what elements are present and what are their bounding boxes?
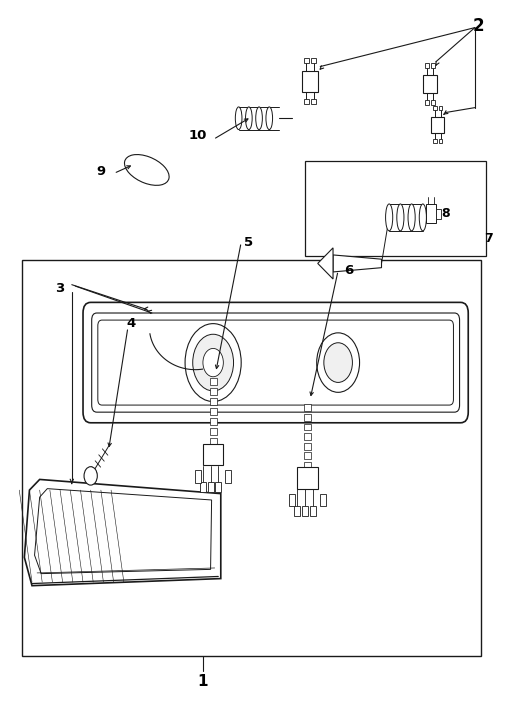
Bar (311, 100, 316, 105)
Bar (289, 493, 295, 506)
Bar (22, 260, 481, 656)
Bar (439, 139, 442, 144)
Ellipse shape (419, 204, 426, 231)
Bar (423, 75, 437, 93)
Polygon shape (318, 248, 333, 279)
Bar (431, 117, 444, 133)
Circle shape (84, 466, 97, 485)
Polygon shape (34, 488, 211, 574)
Ellipse shape (235, 107, 242, 129)
Bar (209, 439, 216, 446)
Bar (320, 493, 326, 506)
Bar (209, 387, 216, 395)
Circle shape (193, 334, 233, 391)
Bar (304, 462, 311, 469)
Bar (425, 63, 429, 68)
Bar (433, 106, 437, 110)
Bar (426, 204, 436, 223)
Bar (304, 443, 311, 449)
Bar (209, 408, 216, 415)
Ellipse shape (266, 107, 272, 129)
Circle shape (185, 324, 241, 402)
Bar (439, 106, 442, 110)
Bar (302, 506, 308, 515)
Ellipse shape (397, 204, 404, 231)
Text: 10: 10 (189, 129, 207, 142)
Bar (433, 139, 437, 144)
Bar (425, 100, 429, 105)
Bar (305, 161, 486, 257)
Text: 9: 9 (96, 165, 106, 178)
Bar (304, 414, 311, 421)
Ellipse shape (256, 107, 262, 129)
Text: 2: 2 (472, 17, 484, 35)
Text: 7: 7 (484, 232, 493, 245)
Text: 4: 4 (127, 317, 136, 330)
Polygon shape (24, 479, 221, 586)
Bar (195, 470, 201, 483)
Bar (304, 405, 311, 411)
Bar (208, 482, 213, 492)
Bar (302, 71, 319, 92)
Text: 5: 5 (244, 235, 253, 249)
Bar (431, 100, 436, 105)
Bar (200, 482, 206, 492)
Bar (209, 378, 216, 385)
Circle shape (203, 348, 223, 377)
Bar (311, 58, 316, 63)
Text: 3: 3 (55, 282, 65, 295)
Bar (431, 63, 436, 68)
Circle shape (324, 343, 352, 383)
Text: 1: 1 (198, 674, 208, 689)
Bar (436, 209, 441, 219)
Bar (304, 433, 311, 440)
Bar (294, 506, 301, 515)
FancyBboxPatch shape (83, 302, 468, 423)
Bar (203, 444, 223, 465)
Bar (304, 452, 311, 459)
Bar (309, 506, 315, 515)
Polygon shape (333, 255, 382, 272)
Bar (225, 470, 231, 483)
Bar (209, 418, 216, 425)
Bar (209, 398, 216, 405)
Bar (304, 424, 311, 430)
Bar (298, 467, 318, 488)
Ellipse shape (125, 154, 169, 186)
Bar (304, 58, 309, 63)
Ellipse shape (386, 204, 393, 231)
Text: 6: 6 (344, 264, 353, 277)
Bar (209, 428, 216, 435)
FancyBboxPatch shape (98, 320, 453, 405)
Circle shape (317, 333, 360, 392)
Text: 8: 8 (441, 208, 449, 220)
Bar (304, 100, 309, 105)
Ellipse shape (246, 107, 252, 129)
FancyBboxPatch shape (92, 313, 460, 412)
Ellipse shape (408, 204, 415, 231)
Bar (215, 482, 221, 492)
